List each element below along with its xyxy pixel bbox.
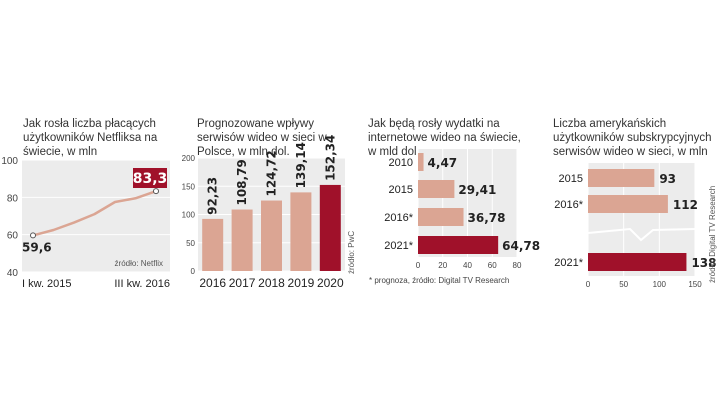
panel-poland-revenue: Prognozowane wpływy serwisów wideo w sie… [180, 0, 365, 405]
x-tick-label: 2017 [229, 276, 256, 290]
chart-title: Jak rosła liczba płacących użytkowników … [23, 118, 158, 158]
bar [588, 169, 655, 187]
end-point [153, 188, 159, 195]
bar [231, 209, 253, 271]
chart-title: Prognozowane wpływy serwisów wideo w sie… [197, 118, 327, 158]
panel-us-subscribers: Liczba amerykańskich użytkowników subskr… [535, 0, 720, 405]
y-tick-label: 2015 [389, 184, 413, 196]
x-tick-label: III kw. 2016 [114, 278, 170, 290]
y-tick-label: 60 [7, 231, 19, 242]
end-value-badge [133, 168, 167, 188]
source-note: źródło: PwC [347, 231, 356, 274]
data-label: 36,78 [468, 211, 506, 225]
y-tick-label: 40 [7, 268, 19, 279]
x-tick-label: 150 [688, 280, 702, 289]
series-line [32, 189, 157, 237]
chart-title: Jak będą rosły wydatki na internetowe wi… [368, 118, 521, 158]
data-label: 138 [691, 256, 716, 270]
y-tick-label: 2021* [384, 240, 413, 252]
bar [418, 236, 499, 254]
data-label: 152,34 [323, 135, 337, 181]
y-tick-label: 150 [182, 182, 196, 191]
data-label: 108,79 [235, 159, 249, 205]
data-label: 4,47 [428, 156, 458, 170]
bar [319, 184, 341, 271]
start-value-label: 59,6 [22, 240, 52, 254]
x-tick-label: 20 [438, 261, 447, 270]
y-tick-label: 200 [182, 154, 196, 163]
x-tick-label: 2016 [199, 276, 226, 290]
x-tick-label: 50 [619, 280, 628, 289]
y-tick-label: 2016* [384, 212, 413, 224]
line-chart-netflix: 100 80 60 40 59,6 83,3 źródło: Netflix I kw. 20… [1, 156, 170, 290]
source-note: źródło: Digital TV Research [708, 186, 717, 283]
panel-netflix-users: Jak rosła liczba płacących użytkowników … [0, 0, 180, 405]
y-tick-label: 2021* [554, 257, 583, 269]
y-tick-label: 2010 [389, 157, 413, 169]
data-label: 124,72 [265, 150, 279, 196]
x-tick-label: 60 [488, 261, 497, 270]
data-label: 139,14 [294, 142, 308, 188]
start-point [30, 232, 36, 239]
chart-title: Liczba amerykańskich użytkowników subskr… [553, 118, 712, 158]
x-tick-label: I kw. 2015 [22, 278, 72, 290]
data-label: 93 [659, 172, 676, 186]
data-label: 112 [673, 198, 698, 212]
data-label: 29,41 [458, 183, 496, 197]
x-tick-label: 2020 [317, 276, 344, 290]
x-tick-label: 2018 [258, 276, 285, 290]
bar [418, 208, 464, 226]
bar [588, 195, 668, 213]
bar [261, 200, 282, 271]
x-tick-label: 40 [463, 261, 472, 270]
y-tick-label: 2016* [554, 199, 583, 211]
y-tick-label: 50 [186, 239, 195, 248]
data-label: 64,78 [502, 239, 540, 253]
x-tick-label: 0 [586, 280, 591, 289]
bar-chart-poland-revenue: 200 150 100 50 0 92,23 2016 108,79 2017 124,72 201… [182, 135, 356, 290]
axis-break [587, 227, 696, 242]
y-tick-label: 0 [191, 267, 196, 276]
x-tick-label: 0 [416, 261, 421, 270]
y-tick-label: 100 [182, 211, 196, 220]
bar-chart-global-spending: 0 20 40 60 80 2010 4,47 2015 29,41 2016* 36,78 2021… [369, 149, 540, 285]
data-label: 92,23 [206, 177, 220, 215]
y-tick-label: 100 [1, 156, 18, 167]
bar [588, 253, 687, 271]
bar [418, 153, 424, 171]
bar [418, 180, 455, 198]
bar [202, 218, 224, 271]
y-tick-label: 2015 [559, 173, 583, 185]
bar [290, 192, 312, 271]
x-tick-label: 2019 [288, 276, 315, 290]
y-tick-label: 80 [7, 193, 19, 204]
x-tick-label: 100 [653, 280, 667, 289]
x-tick-label: 80 [513, 261, 522, 270]
end-value-label: 83,3 [133, 171, 168, 187]
source-note: * prognoza, źródło: Digital TV Research [369, 276, 509, 285]
source-note: źródło: Netflix [115, 259, 163, 268]
panel-global-spending: Jak będą rosły wydatki na internetowe wi… [365, 0, 540, 405]
